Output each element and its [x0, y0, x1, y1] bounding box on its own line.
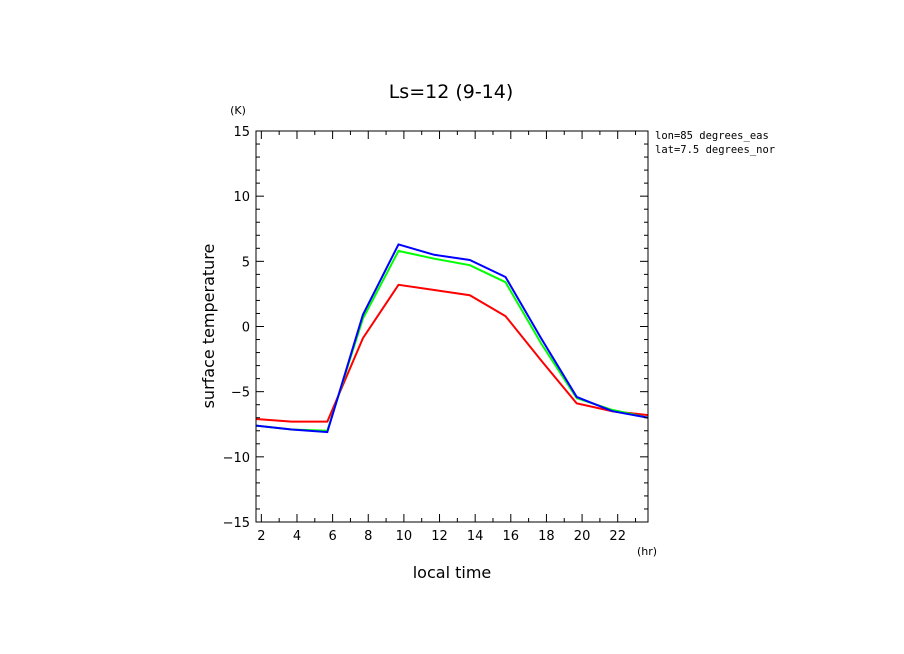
lat-annotation: lat=7.5 degrees_nor: [655, 144, 775, 156]
x-unit-label: (hr): [637, 545, 657, 558]
tick-layer: 2 4 6 8 10 12 14 16 18 20 22 −15 −10 −5 0 5 10 15: [223, 125, 648, 544]
x-tick-label-20: 20: [574, 529, 591, 544]
lon-annotation: lon=85 degrees_eas: [655, 130, 769, 142]
chart-title: Ls=12 (9-14): [389, 81, 514, 103]
x-tick-label-14: 14: [467, 529, 484, 544]
y-unit-label: (K): [230, 104, 246, 117]
x-axis-label: local time: [413, 563, 492, 582]
y-tick-label--15: −15: [223, 516, 250, 531]
y-tick-label--5: −5: [231, 386, 250, 401]
x-tick-label-4: 4: [293, 529, 301, 544]
plot-frame: [255, 130, 649, 523]
x-tick-label-10: 10: [396, 529, 413, 544]
x-tick-label-16: 16: [503, 529, 520, 544]
y-axis-label: surface temperature: [199, 244, 218, 409]
x-tick-label-6: 6: [328, 529, 336, 544]
x-tick-label-22: 22: [609, 529, 626, 544]
x-tick-label-18: 18: [538, 529, 555, 544]
y-tick-label-15: 15: [233, 125, 250, 140]
x-tick-label-12: 12: [431, 529, 448, 544]
series-line-0: [255, 283, 649, 423]
y-tick-label-10: 10: [233, 190, 250, 205]
x-tick-label-8: 8: [364, 529, 372, 544]
y-tick-label-0: 0: [242, 321, 250, 336]
y-tick-label-5: 5: [242, 255, 250, 270]
y-tick-label--10: −10: [223, 451, 250, 466]
x-tick-label-2: 2: [257, 529, 265, 544]
series-line-2: [255, 243, 649, 434]
series-layer: [255, 243, 649, 434]
